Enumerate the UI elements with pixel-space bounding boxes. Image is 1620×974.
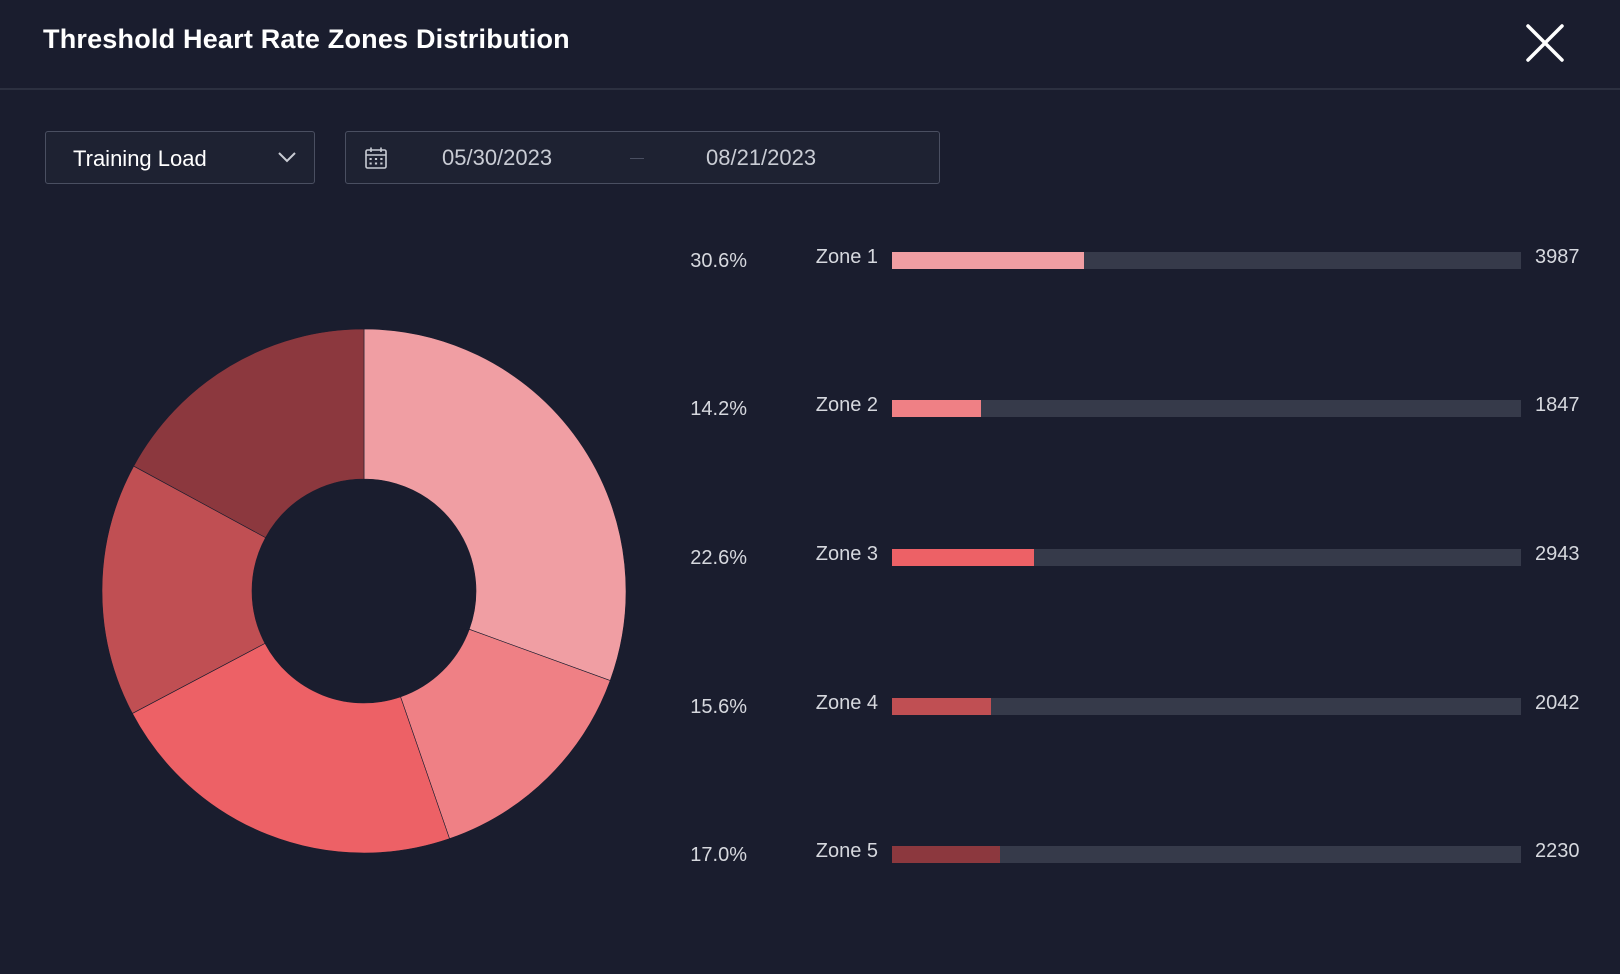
- zones-donut-chart: [101, 328, 627, 854]
- donut-slice-2[interactable]: [400, 628, 611, 840]
- zone-value: 3987: [1535, 246, 1580, 268]
- zone-bar-fill[interactable]: [892, 549, 1035, 566]
- chevron-down-icon: [278, 152, 296, 163]
- zone-bar-track: [892, 252, 1521, 269]
- zone-row: Zone 2 1847: [800, 394, 1590, 424]
- zone-row: Zone 1 3987: [800, 246, 1590, 276]
- date-range-separator: [630, 158, 644, 159]
- metric-select[interactable]: Training Load: [45, 131, 315, 184]
- date-range-picker[interactable]: 05/30/2023 08/21/2023: [345, 131, 940, 184]
- zone-label: Zone 1: [815, 246, 878, 268]
- zone-bar-fill[interactable]: [892, 846, 1000, 863]
- calendar-icon: [365, 147, 387, 169]
- zone-label: Zone 4: [815, 692, 878, 714]
- zone-row: Zone 5 2230: [800, 840, 1590, 870]
- zone-bar-track: [892, 846, 1521, 863]
- donut-slice-1[interactable]: [363, 328, 627, 681]
- start-date-input[interactable]: 05/30/2023: [442, 145, 553, 170]
- zone-bar-fill[interactable]: [892, 698, 991, 715]
- zone-row: Zone 3 2943: [800, 543, 1590, 573]
- zone-bar-track: [892, 400, 1521, 417]
- zone-value: 2230: [1535, 840, 1580, 862]
- zone-label: Zone 5: [815, 840, 878, 862]
- zone-value: 2042: [1535, 692, 1580, 714]
- donut-slice-3[interactable]: [131, 642, 450, 854]
- percent-label: 15.6%: [690, 696, 747, 718]
- close-icon[interactable]: [1524, 22, 1566, 64]
- zone-bar-fill[interactable]: [892, 252, 1085, 269]
- percent-label: 22.6%: [690, 547, 747, 569]
- percent-label: 14.2%: [690, 398, 747, 420]
- metric-select-value: Training Load: [73, 146, 207, 171]
- zone-bar-track: [892, 549, 1521, 566]
- dialog-header: Threshold Heart Rate Zones Distribution: [0, 0, 1620, 90]
- zone-value: 1847: [1535, 394, 1580, 416]
- percent-label: 17.0%: [690, 844, 747, 866]
- zone-row: Zone 4 2042: [800, 692, 1590, 722]
- donut-slice-5[interactable]: [133, 328, 365, 539]
- dialog-title: Threshold Heart Rate Zones Distribution: [43, 24, 570, 54]
- zone-label: Zone 2: [815, 394, 878, 416]
- percent-label: 30.6%: [690, 250, 747, 272]
- zone-bar-fill[interactable]: [892, 400, 982, 417]
- end-date-input[interactable]: 08/21/2023: [706, 145, 817, 170]
- zone-label: Zone 3: [815, 543, 878, 565]
- donut-slice-4[interactable]: [101, 465, 266, 714]
- zone-bar-track: [892, 698, 1521, 715]
- zone-value: 2943: [1535, 543, 1580, 565]
